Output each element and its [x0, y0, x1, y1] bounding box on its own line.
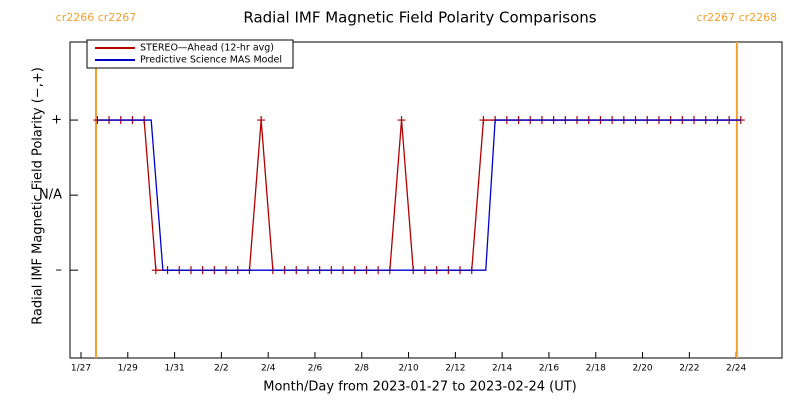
x-tick-label: 2/2	[214, 364, 228, 374]
x-tick-label: 2/10	[398, 364, 418, 374]
rotation-label: cr2267 cr2268	[697, 11, 778, 24]
series-line	[97, 119, 741, 271]
y-axis-label: Radial IMF Magnetic Field Polarity (−,+)	[31, 67, 46, 325]
chart-title: Radial IMF Magnetic Field Polarity Compa…	[243, 9, 596, 27]
x-tick-label: 2/12	[445, 364, 465, 374]
series-line	[97, 119, 741, 271]
y-tick-label: +	[51, 113, 62, 128]
point-marker	[151, 266, 160, 275]
y-tick-label: N/A	[39, 188, 62, 203]
x-tick-label: 1/27	[71, 364, 91, 374]
x-tick-label: 2/16	[539, 364, 559, 374]
point-marker	[397, 116, 406, 125]
legend-box	[86, 39, 294, 69]
legend-label: STEREO—Ahead (12-hr avg)	[140, 43, 274, 54]
x-tick-label: 1/29	[118, 364, 138, 374]
rotation-label: cr2266 cr2267	[56, 11, 137, 24]
x-tick-label: 2/24	[726, 364, 746, 374]
x-tick-label: 2/6	[308, 364, 323, 374]
legend-label: Predictive Science MAS Model	[140, 55, 282, 66]
point-marker	[257, 116, 266, 125]
y-tick-label: –	[56, 263, 63, 278]
x-tick-label: 2/14	[492, 364, 512, 374]
x-tick-label: 2/20	[632, 364, 652, 374]
plot-frame	[69, 41, 783, 359]
x-axis-label: Month/Day from 2023-01-27 to 2023-02-24 …	[263, 380, 576, 395]
x-tick-label: 2/22	[679, 364, 699, 374]
x-tick-label: 2/8	[355, 364, 370, 374]
x-tick-label: 2/18	[586, 364, 606, 374]
x-tick-label: 2/4	[261, 364, 276, 374]
x-tick-label: 1/31	[164, 364, 184, 374]
point-marker	[479, 116, 488, 125]
